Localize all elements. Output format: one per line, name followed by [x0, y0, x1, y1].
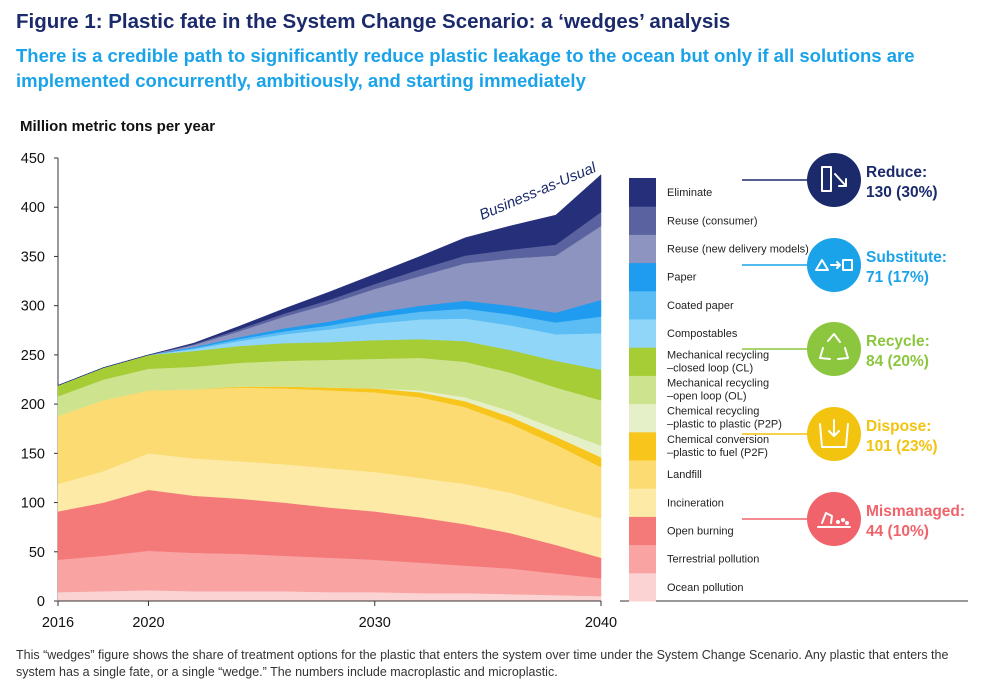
legend-swatch — [629, 178, 656, 207]
reduce-icon — [807, 153, 861, 207]
group-name: Substitute: — [866, 249, 947, 266]
recycle-icon-glyph — [819, 333, 849, 360]
group-value: 44 (10%) — [866, 523, 929, 540]
legend-label: Terrestrial pollution — [667, 554, 759, 566]
legend-label: Ocean pollution — [667, 582, 743, 594]
y-tick-label: 400 — [21, 200, 45, 216]
group-value: 130 (30%) — [866, 184, 938, 201]
legend-label: Reuse (consumer) — [667, 215, 757, 227]
legend-swatch — [629, 488, 656, 517]
group-name: Reduce: — [866, 164, 927, 181]
legend-swatch — [629, 234, 656, 264]
y-tick-label: 0 — [37, 594, 45, 610]
legend-swatch — [629, 206, 656, 235]
legend-swatch — [629, 516, 656, 546]
figure-caption: This “wedges” figure shows the share of … — [16, 648, 949, 679]
group-name: Mismanaged: — [866, 503, 965, 520]
y-axis: 0 50 100 150 200 250 300 350 400 450 — [21, 151, 59, 610]
legend-label: Paper — [667, 272, 697, 284]
legend-swatch — [629, 262, 656, 292]
y-tick-label: 250 — [21, 348, 45, 364]
legend-swatch — [629, 572, 656, 602]
legend-label: Mechanical recycling –open loop (OL) — [667, 378, 769, 403]
x-axis: 2016 2020 2030 2040 — [42, 600, 617, 631]
y-tick-label: 300 — [21, 299, 45, 315]
legend-label: Chemical conversion –plastic to fuel (P2F… — [667, 434, 769, 459]
legend-swatch — [629, 460, 656, 489]
group-name: Recycle: — [866, 333, 930, 350]
legend-label: Landfill — [667, 469, 702, 481]
legend-label: Chemical recycling –plastic to plastic (P… — [667, 406, 782, 431]
stacked-areas — [57, 174, 602, 602]
legend-swatch — [629, 347, 656, 376]
reduce-icon-glyph — [821, 166, 847, 192]
figure-subtitle: There is a credible path to significantl… — [16, 45, 915, 91]
y-tick-label: 100 — [21, 496, 45, 512]
legend-swatch — [629, 431, 656, 461]
legend-label: Compostables — [667, 328, 738, 340]
y-tick-label: 50 — [29, 545, 45, 561]
legend-label: Reuse (new delivery models) — [667, 244, 809, 256]
legend-label: Open burning — [667, 526, 734, 538]
group-summaries: Reduce: 130 (30%) Substitute: 71 (17%) Recyc… — [742, 153, 965, 546]
y-tick-label: 450 — [21, 151, 45, 167]
y-tick-label: 200 — [21, 397, 45, 413]
legend-swatch — [629, 403, 656, 433]
legend-swatch — [629, 319, 656, 348]
legend-swatch — [629, 544, 656, 574]
group-value: 84 (20%) — [866, 353, 929, 370]
y-tick-label: 150 — [21, 446, 45, 462]
substitute-icon-glyph — [815, 259, 853, 271]
mismanaged-icon — [807, 492, 861, 546]
legend-label: Coated paper — [667, 300, 734, 312]
group-value: 71 (17%) — [866, 269, 929, 286]
y-tick-label: 350 — [21, 249, 45, 265]
x-tick-label: 2040 — [585, 615, 617, 631]
y-axis-label: Million metric tons per year — [20, 118, 216, 135]
recycle-icon — [807, 322, 861, 376]
group-value: 101 (23%) — [866, 438, 938, 455]
mismanaged-icon-glyph — [817, 512, 851, 528]
legend-label: Incineration — [667, 497, 724, 509]
legend-label: Mechanical recycling –closed loop (CL) — [667, 349, 769, 374]
figure-title: Figure 1: Plastic fate in the System Cha… — [16, 10, 731, 33]
legend-swatch — [629, 290, 656, 320]
x-tick-label: 2020 — [132, 615, 164, 631]
area-eliminate — [57, 174, 602, 386]
x-tick-label: 2030 — [359, 615, 391, 631]
group-name: Dispose: — [866, 418, 931, 435]
legend-label: Eliminate — [667, 187, 712, 199]
x-tick-label: 2016 — [42, 615, 74, 631]
dispose-icon-glyph — [819, 419, 849, 448]
wedges-chart: 0 50 100 150 200 250 300 350 400 450 2016 2020 2030… — [21, 151, 968, 631]
legend-swatch — [629, 375, 656, 405]
legend: Ocean pollution Terrestrial pollution Open… — [620, 178, 968, 602]
